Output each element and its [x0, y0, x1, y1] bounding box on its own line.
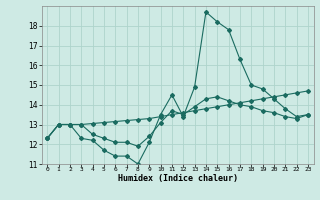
X-axis label: Humidex (Indice chaleur): Humidex (Indice chaleur) [118, 174, 237, 183]
